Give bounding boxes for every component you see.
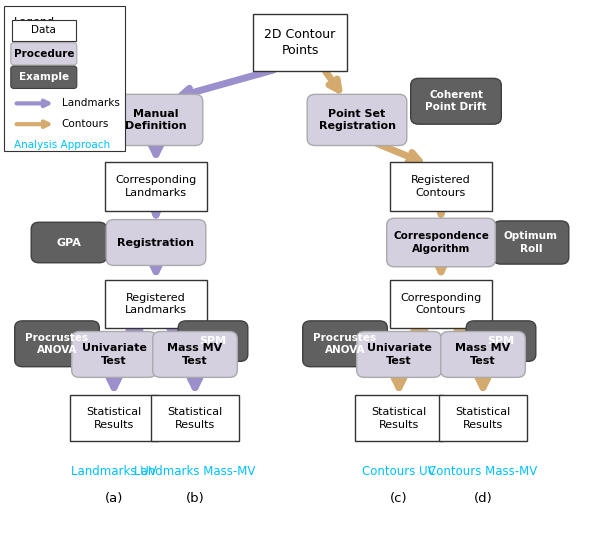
Text: Coherent
Point Drift: Coherent Point Drift [425, 90, 487, 112]
Text: Univariate
Test: Univariate Test [367, 343, 431, 366]
Text: GPA: GPA [56, 238, 82, 247]
FancyBboxPatch shape [390, 162, 493, 211]
FancyBboxPatch shape [390, 279, 493, 328]
Text: Contours UV: Contours UV [362, 465, 436, 478]
FancyBboxPatch shape [253, 14, 347, 71]
Text: Data: Data [31, 26, 56, 35]
FancyBboxPatch shape [493, 221, 569, 264]
FancyBboxPatch shape [441, 332, 526, 377]
FancyBboxPatch shape [439, 395, 527, 441]
Text: Manual
Definition: Manual Definition [125, 109, 187, 131]
FancyBboxPatch shape [357, 332, 442, 377]
Text: Corresponding
Landmarks: Corresponding Landmarks [115, 175, 197, 198]
Text: (a): (a) [105, 492, 123, 505]
Text: Procrustes
ANOVA: Procrustes ANOVA [313, 333, 377, 355]
Text: Contours: Contours [62, 119, 109, 129]
Text: Statistical
Results: Statistical Results [455, 407, 511, 430]
Text: Statistical
Results: Statistical Results [86, 407, 142, 430]
Text: Univariate
Test: Univariate Test [82, 343, 146, 366]
Text: Landmarks UV: Landmarks UV [71, 465, 157, 478]
Text: Landmarks: Landmarks [62, 99, 119, 108]
Text: Contours Mass-MV: Contours Mass-MV [428, 465, 538, 478]
Text: Optimum
Roll: Optimum Roll [504, 231, 558, 254]
FancyBboxPatch shape [151, 395, 239, 441]
Text: Landmarks Mass-MV: Landmarks Mass-MV [134, 465, 256, 478]
FancyBboxPatch shape [12, 20, 76, 41]
Text: SPM: SPM [199, 336, 227, 346]
Text: Registered
Contours: Registered Contours [411, 175, 471, 198]
Text: (d): (d) [473, 492, 493, 505]
FancyBboxPatch shape [355, 395, 443, 441]
Text: Registration: Registration [118, 238, 194, 247]
Text: Statistical
Results: Statistical Results [371, 407, 427, 430]
FancyBboxPatch shape [410, 78, 502, 124]
Text: SPM: SPM [487, 336, 515, 346]
Text: Legend: Legend [14, 17, 55, 27]
Text: (c): (c) [390, 492, 408, 505]
FancyBboxPatch shape [11, 66, 77, 88]
FancyBboxPatch shape [109, 94, 203, 146]
FancyBboxPatch shape [72, 332, 156, 377]
Text: Corresponding
Contours: Corresponding Contours [400, 293, 482, 315]
Text: 2D Contour
Points: 2D Contour Points [265, 28, 335, 57]
FancyBboxPatch shape [152, 332, 238, 377]
Text: Procrustes
ANOVA: Procrustes ANOVA [25, 333, 89, 355]
FancyBboxPatch shape [303, 321, 388, 367]
Text: Analysis Approach: Analysis Approach [14, 140, 110, 150]
Text: Correspondence
Algorithm: Correspondence Algorithm [393, 231, 489, 254]
Text: Registered
Landmarks: Registered Landmarks [125, 293, 187, 315]
FancyBboxPatch shape [178, 321, 248, 361]
Text: Point Set
Registration: Point Set Registration [319, 109, 395, 131]
FancyBboxPatch shape [4, 6, 125, 151]
FancyBboxPatch shape [70, 395, 158, 441]
FancyBboxPatch shape [11, 43, 77, 65]
FancyBboxPatch shape [466, 321, 536, 361]
Text: Mass MV
Test: Mass MV Test [167, 343, 223, 366]
FancyBboxPatch shape [31, 222, 107, 263]
Text: Procedure: Procedure [14, 49, 74, 59]
Text: Mass MV
Test: Mass MV Test [455, 343, 511, 366]
FancyBboxPatch shape [104, 162, 208, 211]
Text: Statistical
Results: Statistical Results [167, 407, 223, 430]
FancyBboxPatch shape [104, 279, 208, 328]
Text: (b): (b) [185, 492, 205, 505]
FancyBboxPatch shape [106, 220, 206, 265]
Text: Example: Example [19, 72, 69, 82]
FancyBboxPatch shape [15, 321, 100, 367]
FancyBboxPatch shape [387, 219, 496, 266]
FancyBboxPatch shape [307, 94, 407, 146]
